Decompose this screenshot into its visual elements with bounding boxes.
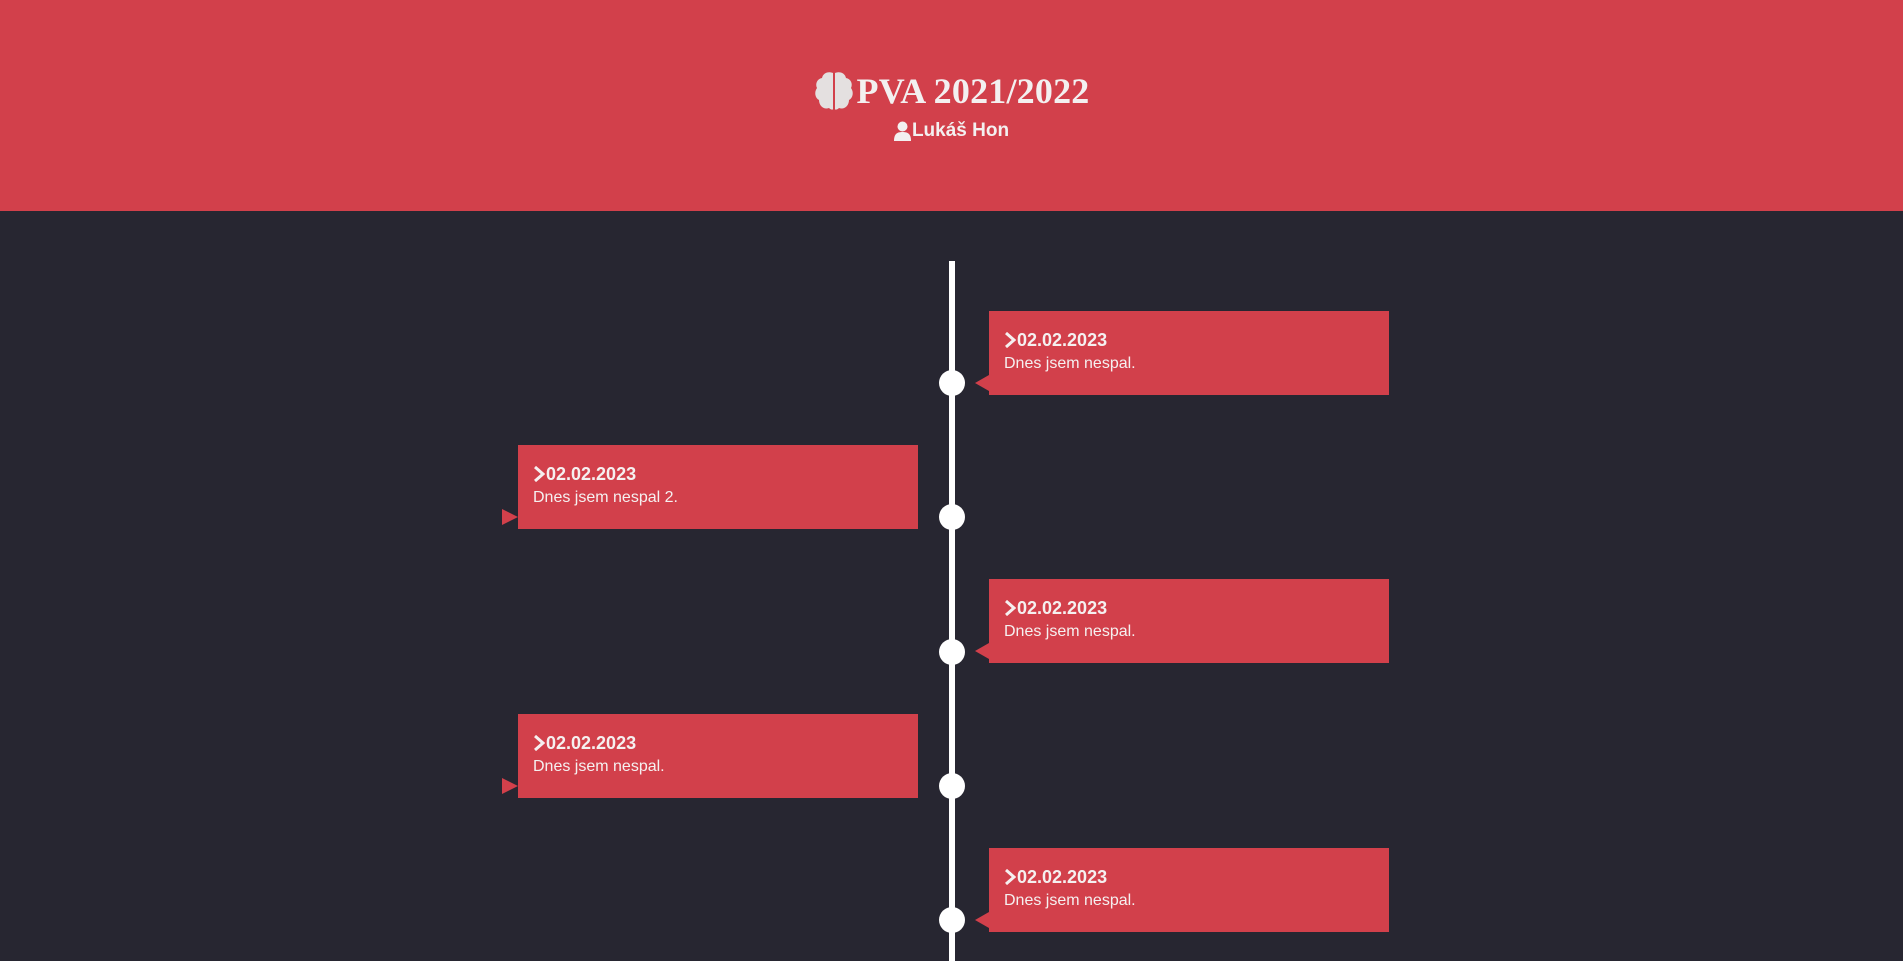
entry-pointer <box>975 912 989 928</box>
entry-date-row: 02.02.2023 <box>533 463 903 485</box>
timeline: 02.02.2023 Dnes jsem nespal. 02.02.2023 … <box>0 211 1903 961</box>
entry-text: Dnes jsem nespal. <box>1004 892 1136 909</box>
timeline-dot <box>939 370 965 396</box>
timeline-line <box>949 261 955 961</box>
entry-text: Dnes jsem nespal. <box>533 758 665 775</box>
timeline-entry: 02.02.2023 Dnes jsem nespal 2. <box>502 445 918 529</box>
entry-date: 02.02.2023 <box>546 732 637 753</box>
entry-date-row: 02.02.2023 <box>533 732 903 754</box>
chevron-right-icon <box>1005 332 1016 348</box>
page-title: PVA 2021/2022 <box>856 71 1090 111</box>
timeline-dot <box>939 773 965 799</box>
entry-pointer <box>975 375 989 391</box>
chevron-right-icon <box>534 466 545 482</box>
entry-date-row: 02.02.2023 <box>1004 597 1374 619</box>
title-row: PVA 2021/2022 <box>0 70 1903 112</box>
timeline-dot <box>939 504 965 530</box>
brain-icon <box>814 72 853 110</box>
page-header: PVA 2021/2022 Lukáš Hon <box>0 0 1903 211</box>
entry-text: Dnes jsem nespal. <box>1004 355 1136 372</box>
entry-text: Dnes jsem nespal 2. <box>533 489 678 506</box>
entry-pointer <box>502 778 518 794</box>
timeline-dot <box>939 639 965 665</box>
chevron-right-icon <box>1005 869 1016 885</box>
entry-date: 02.02.2023 <box>1017 866 1108 887</box>
timeline-entry: 02.02.2023 Dnes jsem nespal. <box>975 579 1389 663</box>
timeline-entry: 02.02.2023 Dnes jsem nespal. <box>975 848 1389 932</box>
entry-date: 02.02.2023 <box>1017 597 1108 618</box>
timeline-entry: 02.02.2023 Dnes jsem nespal. <box>502 714 918 798</box>
entry-date: 02.02.2023 <box>1017 329 1108 350</box>
entry-date-row: 02.02.2023 <box>1004 866 1374 888</box>
timeline-entry: 02.02.2023 Dnes jsem nespal. <box>975 311 1389 395</box>
chevron-right-icon <box>1005 600 1016 616</box>
user-icon <box>893 121 911 141</box>
entry-pointer <box>975 643 989 659</box>
entry-date: 02.02.2023 <box>546 463 637 484</box>
entry-pointer <box>502 509 518 525</box>
author-row: Lukáš Hon <box>0 120 1903 142</box>
entry-text: Dnes jsem nespal. <box>1004 623 1136 640</box>
timeline-dot <box>939 907 965 933</box>
entry-date-row: 02.02.2023 <box>1004 329 1374 351</box>
chevron-right-icon <box>534 735 545 751</box>
author-name: Lukáš Hon <box>911 120 1010 141</box>
